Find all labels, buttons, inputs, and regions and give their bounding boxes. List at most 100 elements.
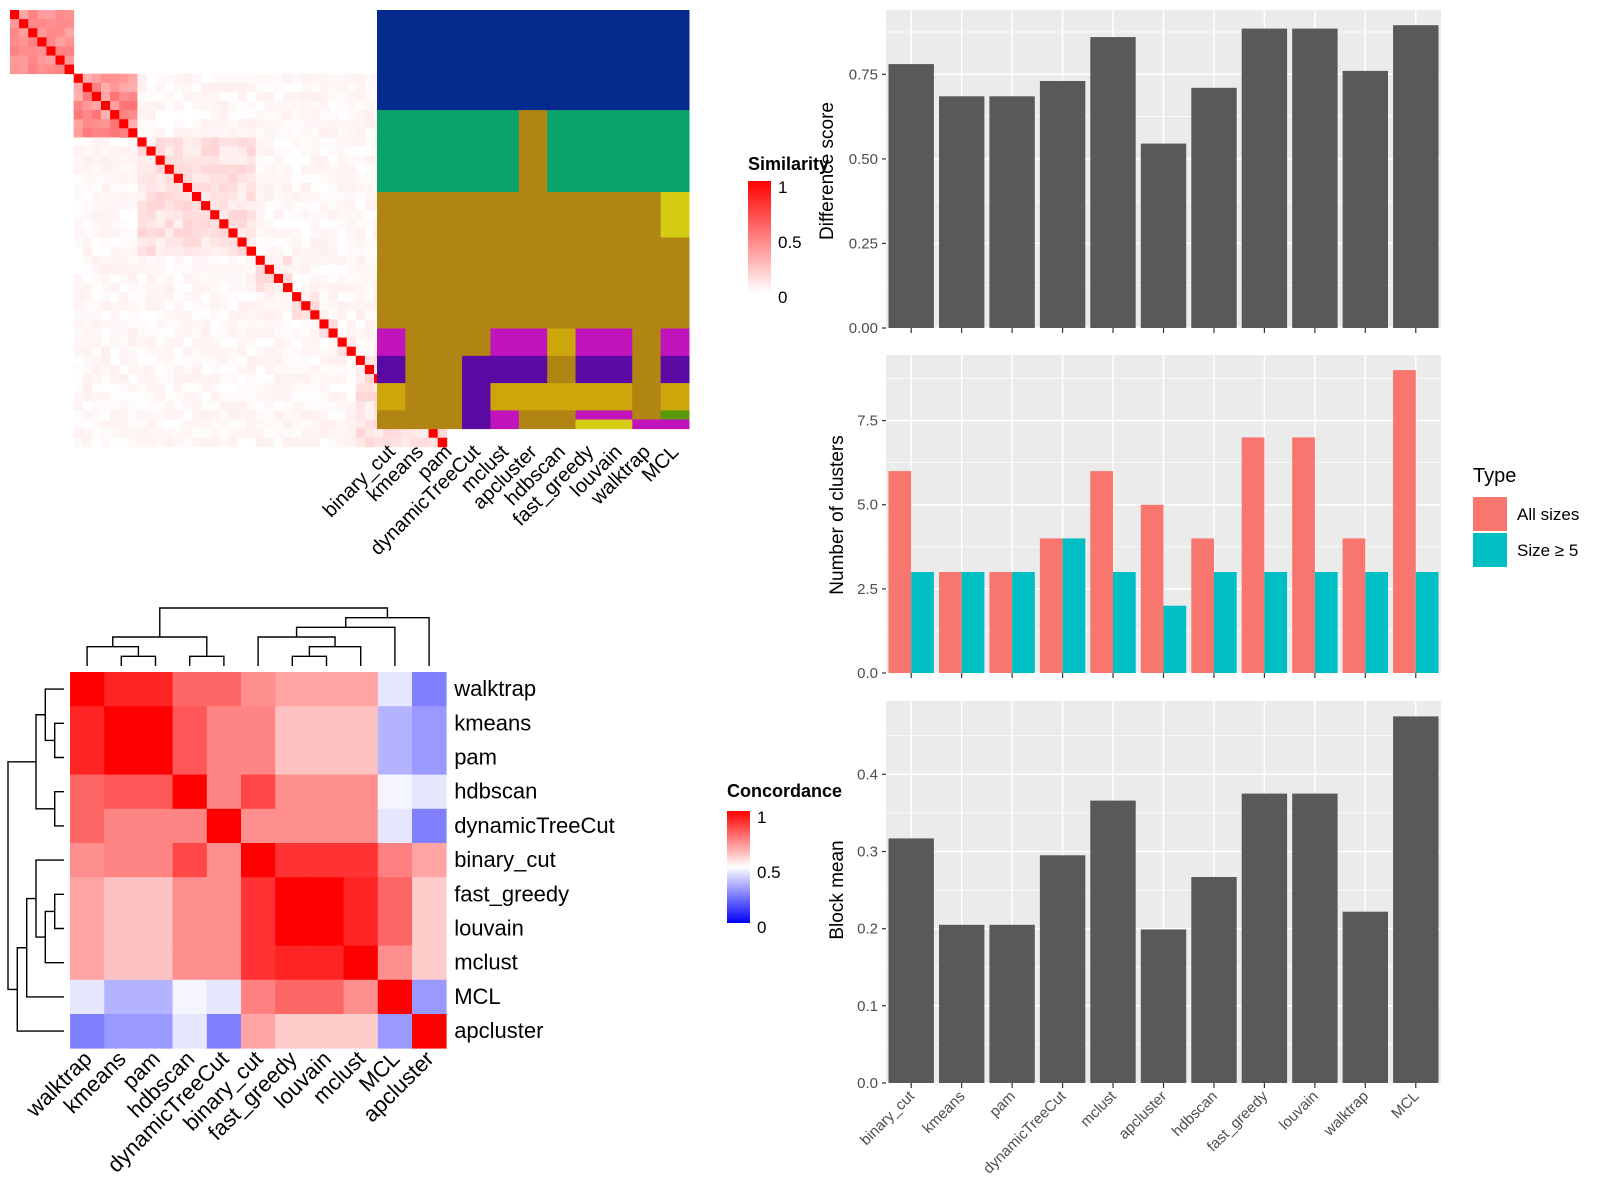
similarity-cell: [364, 410, 375, 420]
similarity-cell: [164, 91, 175, 102]
concordance-cell: [172, 877, 208, 912]
bar-size-ge5: [1214, 572, 1237, 673]
similarity-cell: [201, 419, 211, 429]
similarity-cell: [283, 237, 293, 247]
similarity-cell: [192, 164, 202, 175]
similarity-cell: [264, 255, 275, 266]
concordance-cell: [241, 945, 276, 981]
similarity-cell: [73, 173, 84, 184]
similarity-cell: [292, 128, 302, 138]
similarity-cell: [337, 210, 348, 220]
similarity-cell: [101, 73, 111, 84]
concordance-row-label: louvain: [454, 916, 524, 941]
similarity-cell: [401, 437, 411, 448]
similarity-cell: [264, 437, 275, 448]
similarity-cell: [73, 192, 84, 202]
class-cell: [632, 383, 662, 411]
similarity-cell: [355, 173, 366, 184]
similarity-cell: [119, 91, 129, 102]
similarity-cell: [164, 392, 175, 402]
concordance-cell: [377, 979, 413, 1015]
concordance-cell: [104, 979, 139, 1015]
similarity-cell: [328, 219, 338, 229]
similarity-cell: [301, 273, 311, 284]
concordance-cell: [343, 740, 379, 775]
concordance-cell: [309, 911, 344, 946]
similarity-cell: [273, 310, 284, 320]
similarity-cell: [264, 137, 275, 147]
similarity-cell: [319, 301, 329, 311]
similarity-cell: [246, 337, 257, 348]
similarity-cell: [182, 146, 193, 156]
similarity-cell: [182, 192, 193, 202]
similarity-cell: [192, 437, 202, 448]
similarity-cell: [192, 155, 202, 166]
similarity-cell: [146, 237, 156, 247]
similarity-cell: [119, 255, 129, 266]
similarity-cell: [273, 392, 284, 402]
similarity-cell: [101, 301, 111, 311]
concordance-cell: [412, 740, 447, 775]
similarity-cell: [355, 337, 366, 348]
class-cell: [433, 383, 463, 411]
class-cell: [547, 110, 577, 193]
similarity-cell: [292, 383, 302, 393]
similarity-cell: [146, 201, 156, 211]
similarity-cell: [137, 374, 147, 384]
similarity-cell: [292, 355, 302, 366]
similarity-cell: [346, 364, 357, 375]
similarity-cell: [110, 173, 120, 184]
similarity-cell: [273, 255, 284, 266]
similarity-cell: [355, 428, 366, 439]
class-cell: [660, 355, 690, 384]
similarity-cell: [137, 173, 147, 184]
similarity-cell: [119, 164, 129, 175]
similarity-cell: [346, 374, 357, 384]
similarity-cell: [192, 355, 202, 366]
similarity-cell: [110, 328, 120, 338]
concordance-cell: [275, 877, 310, 912]
similarity-cell: [346, 283, 357, 293]
similarity-cell: [319, 73, 329, 84]
similarity-cell: [73, 228, 84, 238]
similarity-cell: [201, 173, 211, 184]
similarity-cell: [219, 128, 229, 138]
concordance-cell: [172, 774, 208, 810]
similarity-cell: [228, 219, 238, 229]
similarity-cell: [228, 237, 238, 247]
concordance-cell: [377, 706, 413, 741]
similarity-cell: [273, 173, 284, 184]
similarity-cell: [346, 273, 357, 284]
class-cell: [462, 328, 491, 357]
similarity-cell: [310, 264, 320, 275]
similarity-cell: [219, 119, 229, 129]
similarity-cell: [101, 146, 111, 156]
similarity-cell: [319, 383, 329, 393]
similarity-cell: [319, 346, 329, 357]
similarity-cell: [146, 101, 156, 111]
concordance-cell: [343, 979, 379, 1015]
similarity-cell: [28, 10, 38, 20]
similarity-cell: [364, 155, 375, 166]
similarity-cell: [364, 419, 375, 429]
similarity-cell: [273, 119, 284, 129]
similarity-cell: [228, 328, 238, 338]
dendrogram-branch: [159, 607, 389, 637]
similarity-cell: [419, 428, 429, 439]
similarity-cell: [310, 337, 320, 348]
similarity-cell: [110, 419, 120, 429]
similarity-cell: [173, 82, 184, 93]
concordance-cell: [104, 1014, 139, 1049]
similarity-cell: [201, 301, 211, 311]
similarity-cell: [28, 64, 38, 75]
similarity-cell: [237, 364, 247, 375]
similarity-cell: [110, 201, 120, 211]
class-assignment-heatmap: [377, 10, 690, 430]
similarity-cell: [192, 319, 202, 329]
similarity-cell: [210, 210, 220, 220]
similarity-cell: [155, 337, 166, 348]
similarity-cell: [337, 346, 348, 357]
similarity-cell: [192, 255, 202, 266]
similarity-cell: [128, 437, 138, 448]
similarity-cell: [364, 137, 375, 147]
